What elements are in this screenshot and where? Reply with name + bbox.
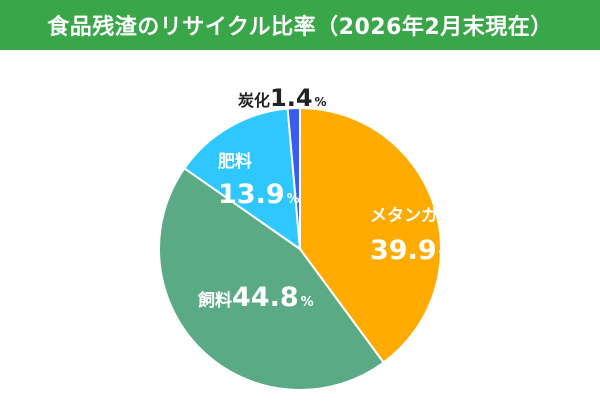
slice-unit: %	[439, 248, 452, 263]
slice-label-3: 肥料 13.9%	[218, 151, 300, 210]
slice-label-4: 炭化1.4%	[238, 84, 327, 112]
slice-unit: %	[315, 95, 327, 109]
slice-unit: %	[287, 192, 300, 207]
chart-title: 食品残渣のリサイクル比率（2026年2月末現在）	[47, 15, 553, 40]
pie-slice-1	[299, 106, 442, 364]
pie-slice-4	[286, 106, 301, 250]
slice-name: 炭化	[238, 91, 270, 110]
slice-unit: %	[301, 295, 314, 310]
slice-value: 1.4	[270, 84, 313, 112]
slice-label-2: 飼料44.8%	[197, 282, 314, 313]
pie-slice-2	[158, 166, 385, 391]
pie-labels: メタンガス 39.9 %飼料44.8 %肥料 13.9 %炭化1.4%	[197, 84, 455, 313]
pie-slices	[158, 106, 442, 391]
chart-title-bar: 食品残渣のリサイクル比率（2026年2月末現在）	[0, 0, 600, 50]
slice-name: 肥料	[218, 151, 252, 172]
slice-value: 13.9	[218, 179, 285, 210]
pie-slice-3	[182, 107, 302, 252]
slice-name: メタンガス	[370, 206, 455, 226]
slice-name: 飼料	[197, 290, 232, 311]
slice-value: 39.9	[370, 235, 437, 266]
slice-label-1: メタンガス 39.9%	[370, 206, 455, 266]
slice-value: 44.8	[232, 282, 299, 313]
